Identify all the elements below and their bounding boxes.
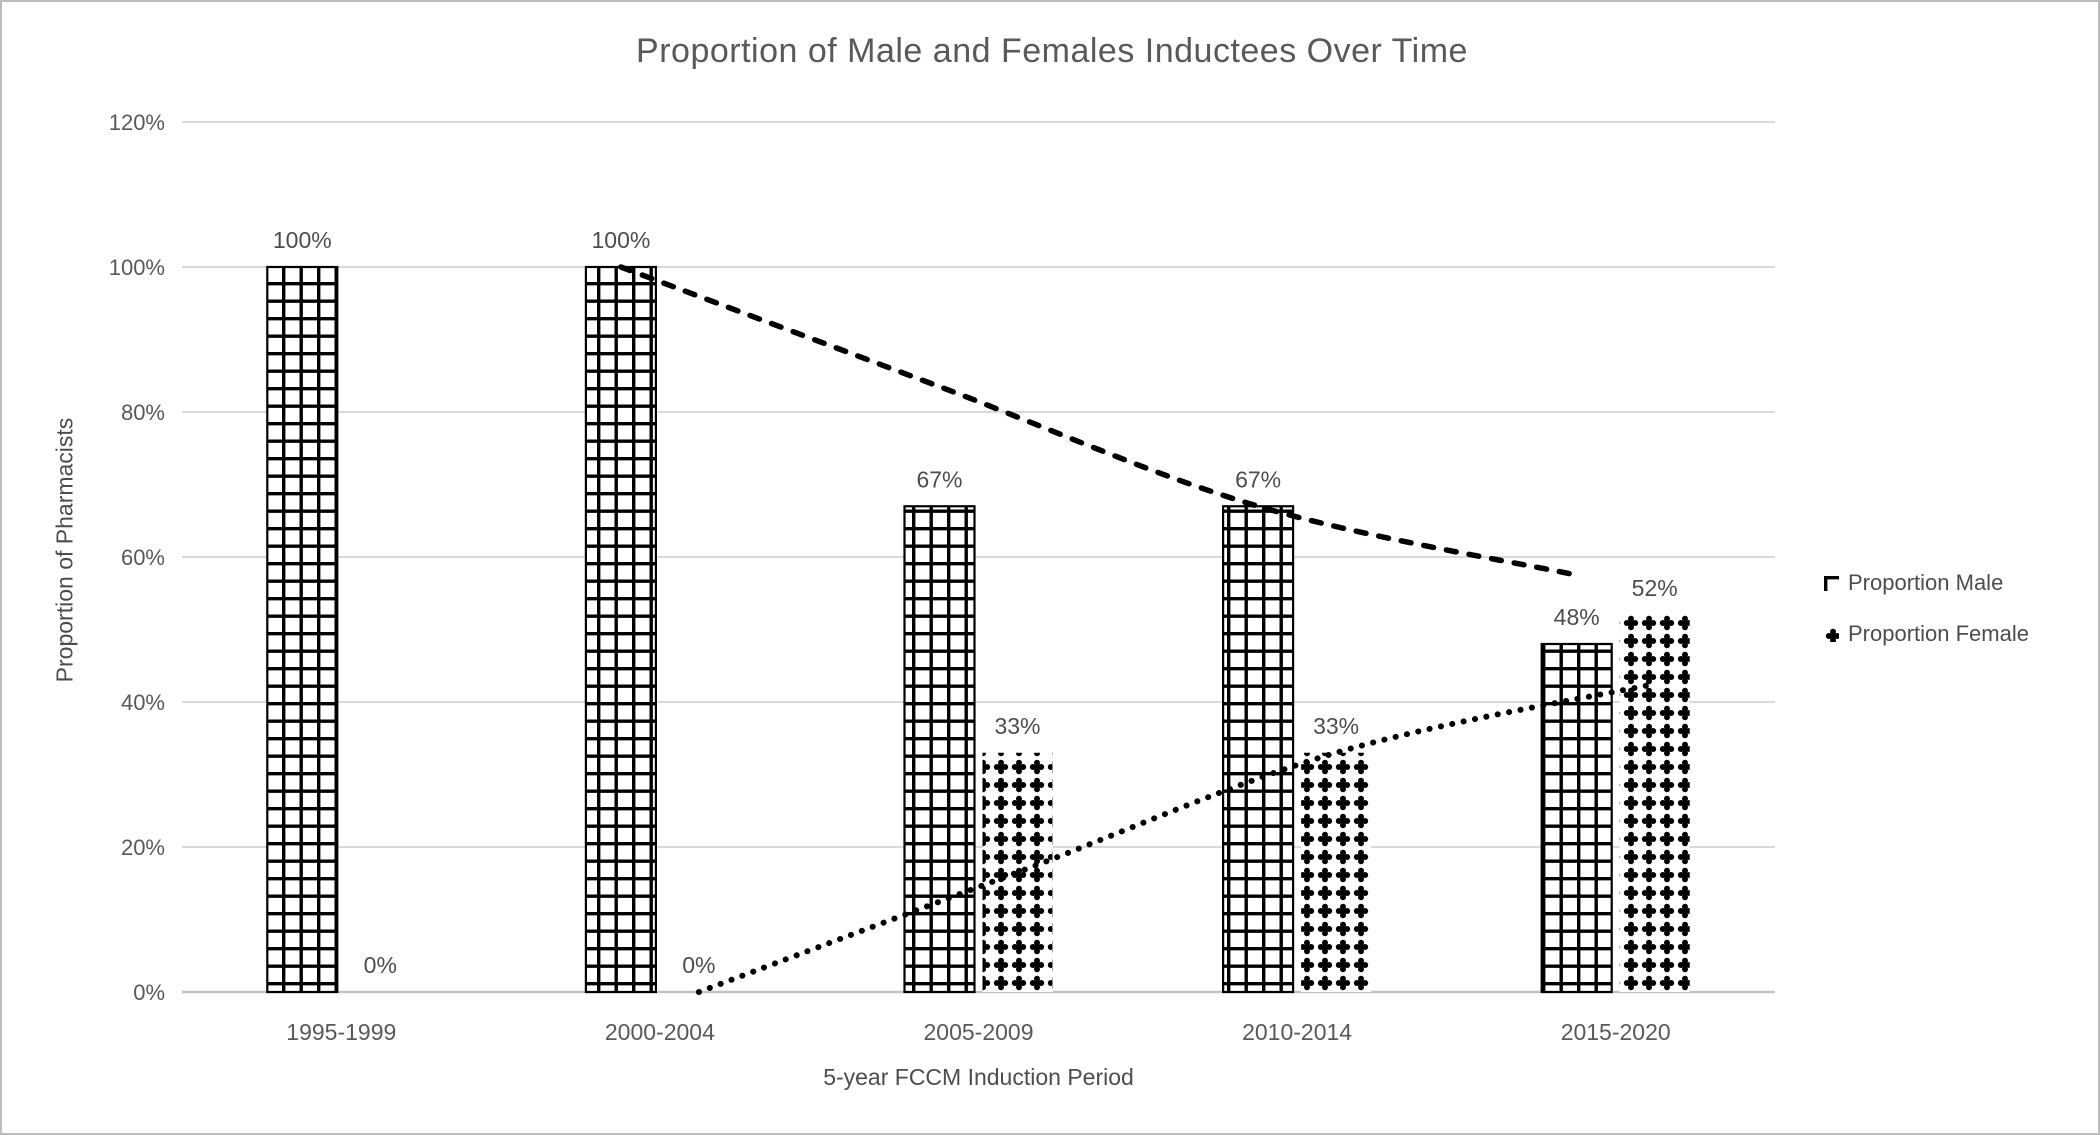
dotted-trendline-female (695, 680, 1658, 995)
trendlines-group (618, 264, 1658, 995)
legend-item-female: Proportion Female (1824, 621, 2029, 647)
data-label: 100% (591, 227, 650, 253)
data-labels-group: 100% 100% 67% 67% 48% 0% 0% 33% 33% 52% (273, 227, 1678, 978)
gridlines-group (182, 121, 1775, 994)
legend-label-female: Proportion Female (1848, 621, 2029, 646)
data-label: 67% (916, 466, 962, 492)
data-label: 52% (1632, 575, 1678, 601)
data-label: 0% (364, 952, 397, 978)
bars-group (266, 265, 1690, 994)
y-tick-label: 20% (121, 835, 165, 860)
data-label: 33% (1313, 713, 1359, 739)
male-bar-2010-2014 (1221, 505, 1295, 994)
x-category-label: 2015-2020 (1561, 1019, 1671, 1045)
data-label: 67% (1235, 466, 1281, 492)
data-label: 0% (682, 952, 715, 978)
y-axis-title: Proportion of Pharmacists (51, 417, 78, 683)
legend: Proportion Male Proportion Female (1824, 570, 2029, 647)
y-tick-label: 120% (109, 110, 165, 135)
data-label: 33% (994, 713, 1040, 739)
male-bar-1995-1999 (266, 265, 339, 994)
chart-title: Proportion of Male and Females Inductees… (636, 32, 1468, 70)
x-category-label: 2010-2014 (1242, 1019, 1352, 1045)
x-category-label: 2000-2004 (605, 1019, 715, 1045)
axis-tick-labels-group: 0% 20% 40% 60% 80% 100% 120% 1995-1999 2000-2004… (109, 110, 1671, 1045)
y-tick-label: 40% (121, 690, 165, 715)
y-tick-label: 80% (121, 400, 165, 425)
data-label: 100% (273, 227, 332, 253)
x-axis-title: 5-year FCCM Induction Period (823, 1064, 1134, 1090)
y-tick-label: 100% (109, 255, 165, 280)
legend-item-male: Proportion Male (1824, 570, 2029, 596)
x-category-label: 2005-2009 (924, 1019, 1034, 1045)
x-category-label: 1995-1999 (286, 1019, 396, 1045)
female-bar-2010-2014 (1301, 752, 1372, 992)
y-tick-label: 60% (121, 545, 165, 570)
legend-label-male: Proportion Male (1848, 570, 2004, 595)
dashed-trendline-male (618, 264, 1580, 578)
y-tick-label: 0% (133, 980, 165, 1005)
female-bar-2005-2009 (982, 752, 1053, 992)
grid-pattern-icon (1824, 575, 1839, 591)
female-bar-2015-2020 (1619, 615, 1690, 992)
data-label: 48% (1554, 604, 1600, 630)
diamond-pattern-icon (1824, 626, 1839, 642)
male-bar-2000-2004 (584, 265, 658, 994)
male-bar-2005-2009 (903, 505, 976, 994)
